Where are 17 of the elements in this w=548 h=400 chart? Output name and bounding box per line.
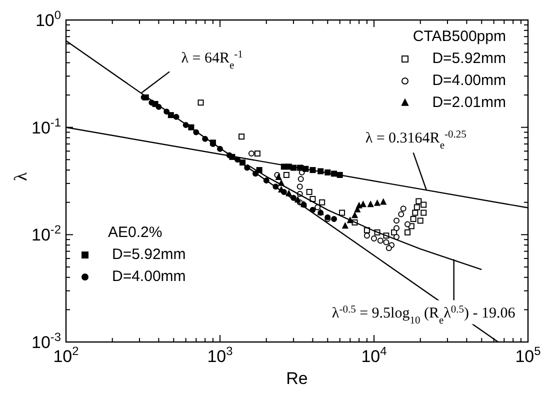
annotation: CTAB500ppm (412, 27, 506, 47)
text: λ$^{-0.5}$ = 9.5log$_{10}$ (R$_{e}$λ$^{0.5}$) - 19.06 (332, 304, 516, 326)
x-tick-label: 10$^{2}$ (53, 344, 80, 366)
legend-label: D=2.01mm (432, 93, 506, 113)
legend-label: D=5.92mm (432, 49, 506, 69)
y-axis-title: λ (10, 172, 30, 181)
x-axis-title: Re (286, 369, 308, 388)
legend-label: D=5.92mm (112, 245, 186, 266)
legend-label: D=4.00mm (432, 71, 506, 91)
y-tick-label: 10$^{0}$ (35, 8, 62, 30)
y-tick-label: 10$^{-2}$ (32, 222, 62, 245)
y-tick-label: 10$^{-1}$ (32, 115, 62, 138)
annotation: AE0.2% (108, 223, 164, 244)
legend-label: D=4.00mm (112, 267, 186, 288)
x-tick-label: 10$^{5}$ (515, 344, 542, 366)
x-tick-label: 10$^{4}$ (361, 344, 388, 366)
x-tick-label: 10$^{3}$ (207, 344, 234, 366)
